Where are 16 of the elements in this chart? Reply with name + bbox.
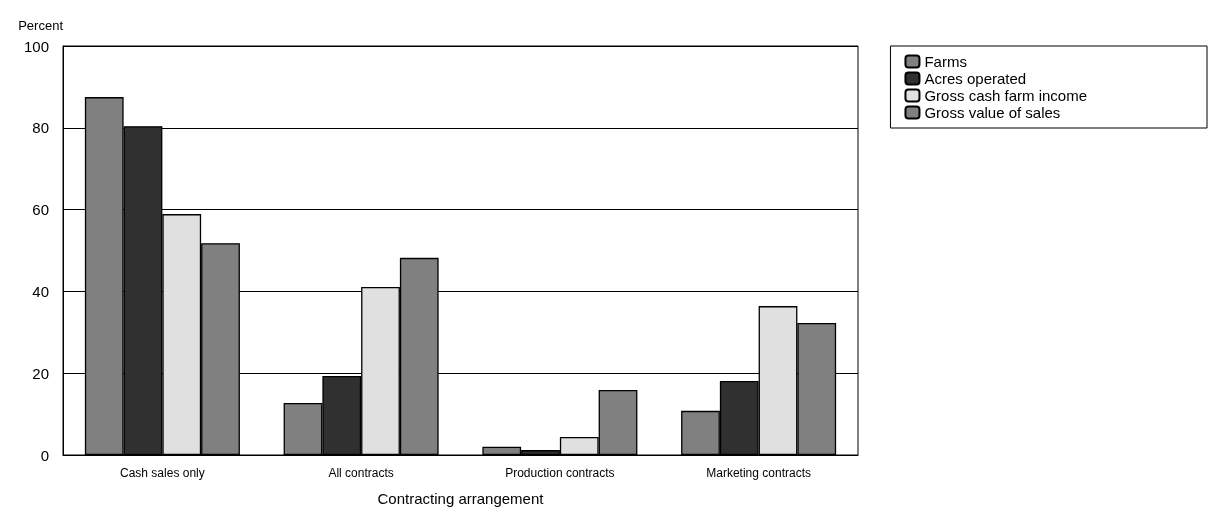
y-tick-label: 0 [40,446,49,464]
x-tick-label: All contracts [328,466,394,480]
y-tick-label: 20 [32,364,49,382]
x-tick-label: Cash sales only [120,466,205,480]
y-tick-label: 40 [32,282,49,300]
legend-label: Gross value of sales [924,104,1061,121]
y-axis-title: Percent [18,18,64,33]
legend-label: Acres operated [924,70,1027,87]
y-tick-label: 60 [32,201,49,219]
legend-label: Gross cash farm income [924,87,1087,104]
legend-label: Farms [924,53,967,70]
y-tick-label: 80 [32,119,49,137]
y-tick-label: 100 [23,37,49,55]
x-axis-title: Contracting arrangement [377,490,545,507]
x-tick-label: Production contracts [505,466,615,480]
x-tick-label: Marketing contracts [706,466,811,480]
